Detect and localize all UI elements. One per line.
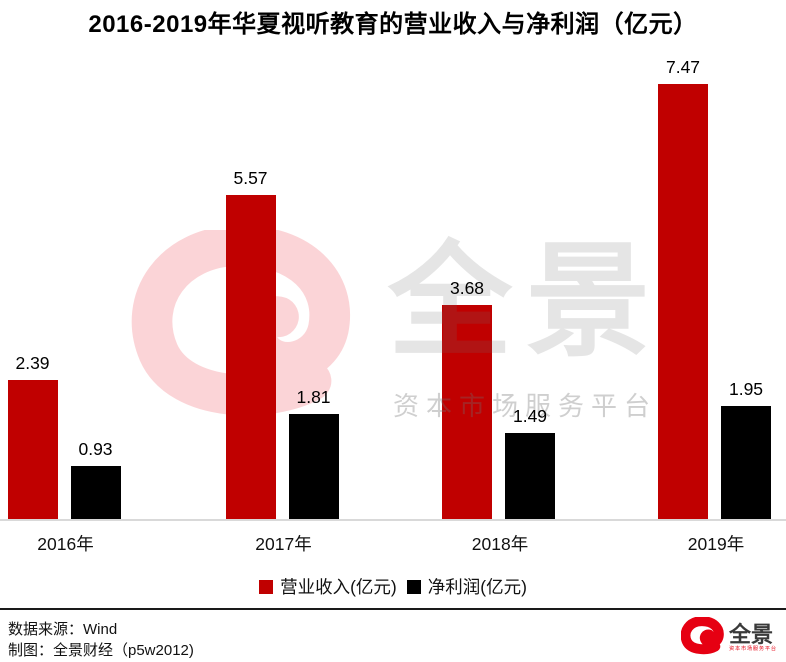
- bar-profit-2016年: [70, 465, 121, 520]
- x-axis-line: [0, 519, 786, 521]
- legend-item-revenue: 营业收入(亿元): [259, 574, 397, 599]
- bar-profit-2019年: [721, 406, 771, 520]
- value-label-revenue-2018年: 3.68: [449, 278, 485, 299]
- chart-title: 2016-2019年华夏视听教育的营业收入与净利润（亿元）: [88, 11, 698, 38]
- legend-label: 营业收入(亿元): [280, 577, 397, 597]
- value-label-profit-2019年: 1.95: [728, 379, 764, 400]
- legend-swatch-icon: [406, 579, 421, 594]
- legend-item-profit: 净利润(亿元): [406, 574, 527, 599]
- panorama-brand: 全景 资本市场服务平台: [681, 615, 781, 659]
- value-label-revenue-2019年: 7.47: [665, 56, 701, 77]
- panorama-logo-icon: [681, 617, 724, 655]
- legend: 营业收入(亿元) 净利润(亿元): [0, 574, 786, 599]
- bar-revenue-2016年: [7, 380, 58, 520]
- x-axis-label-2019年: 2019年: [687, 534, 745, 554]
- bar-revenue-2017年: [225, 194, 276, 520]
- brand-tagline: 资本市场服务平台: [729, 646, 777, 652]
- x-axis-label-2018年: 2018年: [471, 534, 529, 554]
- value-label-profit-2016年: 0.93: [78, 438, 113, 459]
- value-label-profit-2017年: 1.81: [296, 387, 331, 408]
- bar-profit-2017年: [288, 414, 339, 520]
- bar-revenue-2018年: [442, 305, 492, 520]
- brand-name: 全景: [729, 622, 774, 647]
- credit-note: 制图：全景财经（p5w2012): [8, 642, 194, 659]
- bar-profit-2018年: [505, 432, 555, 520]
- value-label-profit-2018年: 1.49: [512, 405, 548, 426]
- watermark-tagline: 资本市场服务平台: [393, 391, 658, 421]
- legend-label: 净利润(亿元): [427, 577, 527, 597]
- value-label-revenue-2016年: 2.39: [15, 353, 50, 374]
- value-label-revenue-2017年: 5.57: [233, 167, 268, 188]
- x-axis-label-2017年: 2017年: [255, 534, 312, 554]
- footer-divider: [0, 608, 786, 610]
- x-axis-label-2016年: 2016年: [37, 534, 94, 554]
- bar-revenue-2019年: [658, 83, 708, 520]
- legend-swatch-icon: [259, 579, 274, 594]
- watermark-logo-text: 全景: [388, 233, 665, 371]
- data-source-note: 数据来源：Wind: [8, 621, 118, 638]
